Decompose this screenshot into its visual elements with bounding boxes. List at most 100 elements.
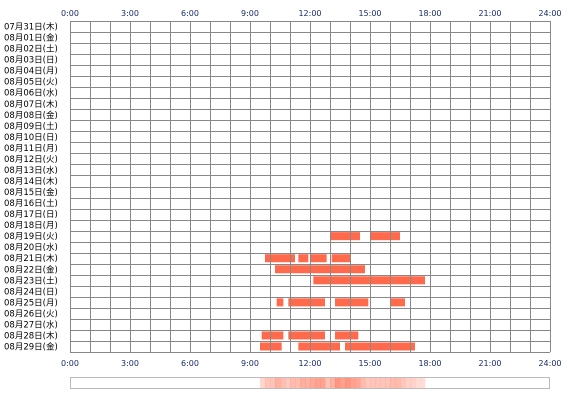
- row-label: 08月28日(木): [4, 330, 58, 341]
- x-tick-label-bottom: 6:00: [181, 359, 199, 368]
- summary-strip-cell: [285, 378, 291, 388]
- x-tick-label-top: 3:00: [121, 9, 139, 18]
- summary-strip-cell: [345, 378, 351, 388]
- summary-strip-cell: [405, 378, 411, 388]
- x-tick-label-top: 6:00: [181, 9, 199, 18]
- summary-strip-cell: [310, 378, 316, 388]
- row-label: 08月13日(水): [4, 165, 58, 176]
- x-axis-bottom-ticks: 0:00 3:00 6:00 9:00 12:00 15:00 18:00 21:00 24:0…: [61, 359, 562, 368]
- grid-lines: [70, 21, 551, 353]
- summary-strip-cell: [385, 378, 391, 388]
- x-tick-label-bottom: 12:00: [298, 359, 321, 368]
- summary-strip-cell: [320, 378, 326, 388]
- summary-strip-cell: [290, 378, 296, 388]
- summary-strip-cell: [350, 378, 356, 388]
- summary-strip-cell: [355, 378, 361, 388]
- summary-strip-cell: [300, 378, 306, 388]
- activity-bar: [261, 331, 284, 340]
- row-label: 08月02日(土): [4, 44, 58, 55]
- activity-bar: [335, 298, 369, 307]
- x-tick-label-top: 21:00: [478, 9, 501, 18]
- row-label: 08月07日(木): [4, 99, 58, 110]
- activity-bar: [288, 298, 325, 307]
- summary-strip-cell: [275, 378, 281, 388]
- summary-strip-cell: [260, 378, 266, 388]
- row-label: 08月14日(木): [4, 176, 58, 187]
- row-label: 08月03日(日): [4, 56, 58, 66]
- row-label: 08月17日(日): [4, 210, 58, 220]
- row-label: 08月27日(水): [4, 319, 58, 330]
- x-tick-label-bottom: 24:00: [538, 359, 561, 368]
- row-label: 08月24日(日): [4, 287, 58, 297]
- summary-strip-cell: [335, 378, 341, 388]
- x-tick-label-top: 9:00: [241, 9, 259, 18]
- summary-strip-cell: [265, 378, 271, 388]
- activity-bar: [298, 342, 340, 351]
- x-tick-label-top: 18:00: [418, 9, 441, 18]
- summary-strip-cell: [325, 378, 331, 388]
- activity-bar: [370, 232, 400, 241]
- summary-strip-cell: [420, 378, 426, 388]
- activity-bar: [288, 331, 325, 340]
- activity-bar: [265, 254, 295, 263]
- row-label: 08月06日(水): [4, 88, 58, 99]
- summary-strip-cell: [305, 378, 311, 388]
- summary-strip-cell: [410, 378, 416, 388]
- x-tick-label-bottom: 21:00: [478, 359, 501, 368]
- row-label: 08月25日(月): [4, 298, 58, 308]
- x-tick-label-top: 15:00: [358, 9, 381, 18]
- row-label: 08月29日(金): [4, 341, 58, 352]
- activity-bar: [331, 254, 350, 263]
- summary-strip-cell: [280, 378, 286, 388]
- activity-bar: [310, 254, 327, 263]
- activity-bar: [275, 265, 365, 274]
- row-label: 08月23日(土): [4, 275, 58, 286]
- summary-strip-cell: [390, 378, 396, 388]
- activity-bars: [260, 232, 425, 351]
- summary-strip-cell: [340, 378, 346, 388]
- x-tick-label-bottom: 18:00: [418, 359, 441, 368]
- x-tick-label-bottom: 3:00: [121, 359, 139, 368]
- activity-bar: [298, 254, 309, 263]
- row-label: 08月26日(火): [4, 309, 58, 319]
- x-tick-label-bottom: 15:00: [358, 359, 381, 368]
- activity-bar: [390, 298, 405, 307]
- row-label: 08月15日(金): [4, 187, 58, 198]
- row-label: 08月21日(木): [4, 253, 58, 264]
- summary-strip-cell: [295, 378, 301, 388]
- activity-bar: [330, 232, 360, 241]
- summary-strip-cell: [380, 378, 386, 388]
- summary-strip: [70, 377, 550, 389]
- summary-strip-cell: [315, 378, 321, 388]
- summary-strip-cell: [400, 378, 406, 388]
- x-tick-label-bottom: 9:00: [241, 359, 259, 368]
- activity-bar: [276, 298, 284, 307]
- activity-bar: [335, 331, 359, 340]
- activity-bar: [313, 276, 425, 285]
- row-label: 08月19日(火): [4, 232, 58, 242]
- row-label: 08月05日(火): [4, 78, 58, 88]
- row-label: 08月10日(日): [4, 133, 58, 143]
- x-tick-label-top: 0:00: [61, 9, 79, 18]
- row-label: 08月20日(水): [4, 242, 58, 253]
- summary-strip-cell: [375, 378, 381, 388]
- summary-strip-cell: [415, 378, 421, 388]
- row-label: 08月04日(月): [4, 67, 58, 77]
- row-label: 08月11日(月): [4, 144, 58, 154]
- summary-strip-cell: [370, 378, 376, 388]
- row-label: 08月18日(月): [4, 221, 58, 231]
- x-tick-label-top: 12:00: [298, 9, 321, 18]
- activity-bar: [345, 342, 415, 351]
- summary-strip-cell: [395, 378, 401, 388]
- x-tick-label-top: 24:00: [538, 9, 561, 18]
- row-label: 07月31日(木): [4, 22, 58, 33]
- row-label: 08月09日(土): [4, 121, 58, 132]
- x-axis-top-ticks: 0:00 3:00 6:00 9:00 12:00 15:00 18:00 21:00 24:0…: [61, 9, 562, 18]
- row-label: 08月22日(金): [4, 264, 58, 275]
- summary-strip-cell: [330, 378, 336, 388]
- summary-strip-cell: [360, 378, 366, 388]
- x-tick-label-bottom: 0:00: [61, 359, 79, 368]
- summary-strip-cell: [365, 378, 371, 388]
